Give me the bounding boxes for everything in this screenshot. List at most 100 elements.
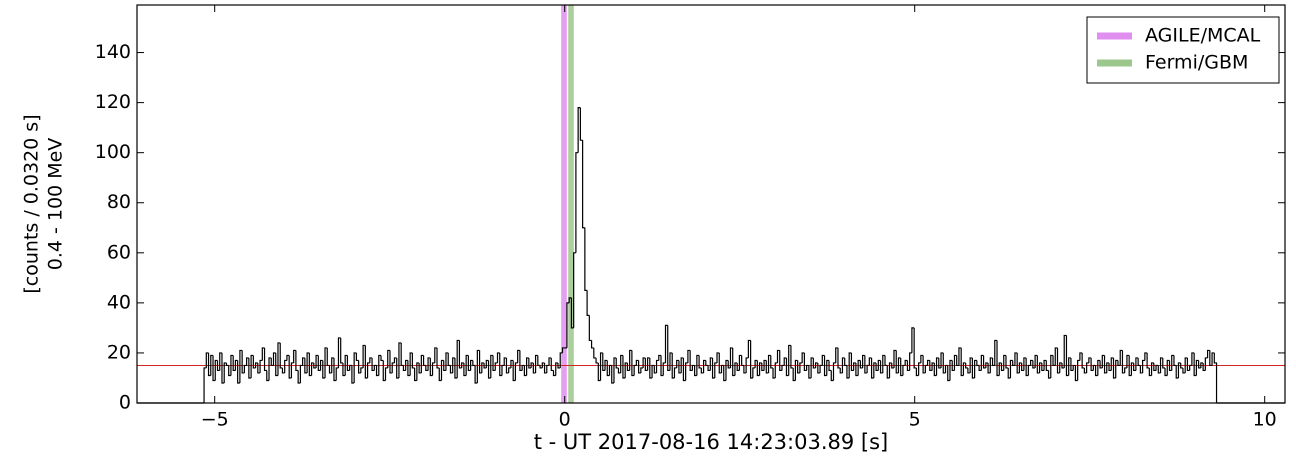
histogram-bin: [745, 357, 749, 373]
histogram-bin: [819, 364, 823, 373]
histogram-bin: [900, 357, 903, 377]
histogram-bin: [655, 359, 659, 373]
histogram-bin: [382, 360, 386, 382]
y-axis-label: [counts / 0.0320 s]: [21, 114, 43, 293]
histogram-bin: [230, 354, 234, 376]
legend-label: AGILE/MCAL: [1145, 25, 1261, 47]
histogram-bin: [918, 362, 921, 376]
histogram-bin: [1202, 362, 1206, 372]
histogram-bin: [823, 355, 827, 377]
histogram-bin: [779, 350, 782, 372]
histogram-bin: [429, 357, 433, 377]
histogram-bin: [449, 365, 453, 374]
histogram-bin: [1097, 359, 1101, 376]
histogram-bin: [613, 357, 617, 383]
histogram-bin: [1012, 360, 1015, 367]
histogram-bin: [295, 350, 299, 372]
histogram-bin: [1162, 357, 1166, 369]
histogram-bin: [263, 347, 267, 372]
histogram-bin: [353, 352, 357, 383]
histogram-bin: [337, 337, 341, 368]
histogram-bin: [862, 354, 865, 368]
histogram-bin: [425, 365, 429, 372]
histogram-bin: [575, 152, 579, 253]
histogram-bin: [214, 359, 218, 381]
histogram-bin: [629, 349, 632, 371]
histogram-bin: [678, 360, 682, 374]
histogram-bin: [331, 357, 334, 373]
histogram-bin: [207, 352, 211, 377]
histogram-bin: [761, 362, 765, 372]
histogram-bin: [926, 359, 930, 366]
histogram-bin: [573, 252, 576, 328]
histogram-bin: [1072, 364, 1076, 371]
histogram-bin: [317, 355, 321, 372]
histogram-bin: [884, 355, 888, 367]
span: [568, 5, 574, 403]
histogram-bin: [626, 362, 630, 372]
histogram-bin: [691, 364, 695, 371]
histogram-bin: [566, 302, 570, 348]
histogram-bin: [467, 355, 471, 372]
histogram-bin: [855, 362, 859, 377]
histogram-bin: [1142, 359, 1145, 373]
histogram-bin: [400, 342, 404, 367]
histogram-bin: [727, 360, 731, 369]
histogram-bin: [658, 354, 662, 361]
histogram-bin: [550, 357, 554, 372]
histogram-bin: [743, 365, 747, 374]
histogram-bin: [1168, 360, 1172, 372]
histogram-bin: [290, 362, 294, 378]
histogram-bin: [396, 357, 399, 379]
histogram-bin: [774, 362, 778, 378]
histogram-bin: [434, 347, 438, 363]
histogram-bin: [700, 367, 704, 374]
histogram-bin: [1047, 370, 1051, 379]
histogram-bin: [687, 349, 691, 363]
histogram-bin: [414, 367, 417, 382]
histogram-bin: [870, 357, 874, 379]
histogram-bin: [476, 349, 480, 383]
histogram-bin: [640, 367, 644, 373]
histogram-bin: [886, 365, 890, 379]
histogram-bin: [830, 370, 834, 382]
histogram-bin: [853, 362, 856, 371]
histogram-bin: [1005, 355, 1009, 369]
histogram-bin: [523, 365, 527, 377]
histogram-bin: [418, 362, 422, 374]
histogram-bin: [1070, 357, 1074, 372]
histogram-bin: [447, 352, 451, 367]
histogram-bin: [1009, 359, 1013, 378]
histogram-bin: [481, 362, 485, 373]
histogram-bin: [559, 352, 563, 368]
histogram-bin: [1021, 362, 1024, 372]
histogram-bin: [792, 367, 796, 382]
histogram-bin: [266, 370, 270, 382]
histogram-bin: [750, 340, 753, 379]
histogram-bin: [913, 327, 917, 369]
plot-frame: [136, 4, 1286, 404]
histogram-bin: [617, 367, 621, 374]
histogram-bin: [346, 355, 350, 372]
histogram-bin: [1023, 357, 1027, 371]
histogram-bin: [866, 364, 870, 373]
histogram-bin: [841, 357, 845, 373]
histogram-bin: [638, 360, 641, 374]
histogram-bin: [965, 362, 968, 369]
histogram-bin: [512, 360, 516, 382]
histogram-bin: [998, 362, 1002, 376]
histogram-bin: [232, 355, 236, 372]
histogram-bin: [360, 367, 364, 373]
histogram-bin: [754, 359, 758, 368]
histogram-bin: [474, 365, 478, 384]
histogram-bin: [1148, 367, 1152, 377]
histogram-bin: [935, 357, 939, 376]
histogram-bin: [709, 357, 713, 371]
histogram-bin: [747, 339, 751, 358]
histogram-bin: [499, 352, 502, 377]
histogram-bin: [521, 364, 525, 371]
histogram-bin: [494, 362, 498, 371]
histogram-bin: [828, 360, 832, 372]
histogram-bin: [960, 347, 964, 377]
histogram-bin: [982, 355, 986, 369]
